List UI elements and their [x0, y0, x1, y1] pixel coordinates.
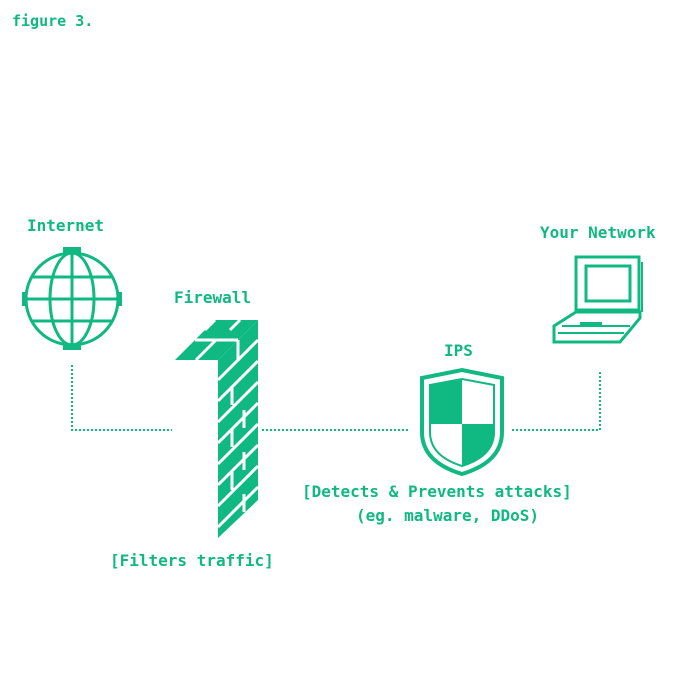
connector-lines	[71, 365, 601, 431]
network-label: Your Network	[540, 223, 656, 242]
brick-wall-icon	[175, 318, 260, 538]
ips-caption-line-2: (eg. malware, DDoS)	[356, 506, 540, 525]
ips-caption-line-1: [Detects & Prevents attacks]	[302, 482, 572, 501]
firewall-caption: [Filters traffic]	[110, 551, 274, 570]
globe-icon	[22, 247, 122, 350]
figure-label: figure 3.	[12, 12, 94, 30]
connector-ips-network	[512, 372, 601, 431]
firewall-label: Firewall	[174, 288, 252, 307]
laptop-icon	[552, 255, 643, 344]
internet-label: Internet	[27, 216, 105, 235]
connector-internet-firewall	[71, 365, 172, 431]
ips-label: IPS	[444, 341, 473, 360]
shield-icon	[420, 367, 504, 477]
